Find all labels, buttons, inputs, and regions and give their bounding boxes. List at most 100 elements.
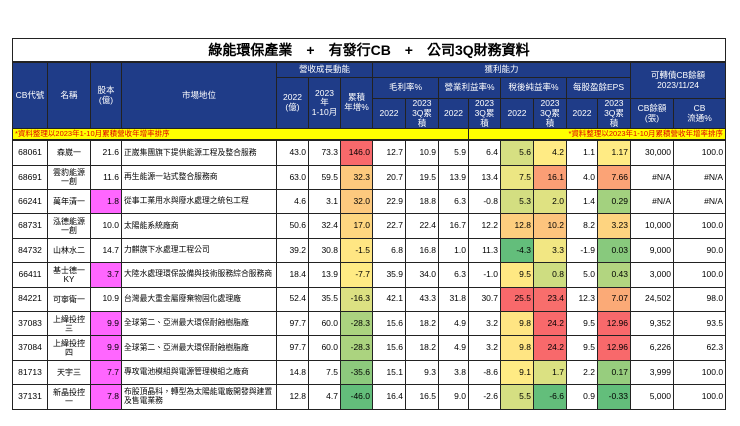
table-cell: 12.96 [597, 335, 631, 361]
table-cell: 10,000 [630, 213, 674, 239]
table-row: 66411 基士德一KY 3.7 大陸水處理環保設備與技術服務綜合服務商 18.4 13.… [12, 262, 727, 288]
table-cell: 100.0 [672, 384, 727, 410]
table-cell: 30,000 [630, 139, 674, 166]
table-cell: 16.8 [405, 237, 439, 264]
table-cell: 10.0 [90, 213, 122, 239]
table-cell: 3.23 [597, 213, 631, 239]
table-cell: 68691 [12, 164, 48, 191]
table-row: 81713 天宇三 7.7 專攻電池模組與電源管理模組之廠商 14.8 7.5 -35.6 1… [12, 359, 727, 386]
table-cell: 5.3 [500, 189, 534, 215]
table-cell: 正崴集團旗下提供能源工程及整合服務 [121, 139, 277, 166]
table-cell: 6.8 [372, 237, 406, 264]
table-cell: 23.4 [533, 286, 567, 313]
table-cell: 新晶投控一 [47, 384, 91, 410]
table-cell: 18.2 [405, 335, 439, 361]
table-cell: 9.5 [566, 311, 598, 337]
table-cell: 39.2 [276, 237, 309, 264]
header-metric: 每股盈餘EPS [566, 77, 631, 99]
table-cell: 9,352 [630, 311, 674, 337]
table-cell: 42.1 [372, 286, 406, 313]
table-cell: 13.9 [308, 262, 341, 288]
table-cell: 22.9 [372, 189, 406, 215]
table-cell: 59.5 [308, 164, 341, 191]
table-cell: 24.2 [533, 335, 567, 361]
table-cell: 100.0 [672, 262, 727, 288]
table-cell: -0.33 [597, 384, 631, 410]
table-cell: 7.66 [597, 164, 631, 191]
table-cell: 1.0 [438, 237, 469, 264]
table-cell: 15.6 [372, 335, 406, 361]
header-sub: 2023 3Q累積 [405, 97, 439, 130]
table-cell: 布股頂晶科，轉型為太陽能電廠開發與建置及售電業務 [121, 384, 277, 410]
table-cell: 5.6 [500, 139, 534, 166]
header-group: 獲利能力 [372, 61, 631, 78]
table-row: 37131 新晶投控一 7.8 布股頂晶科，轉型為太陽能電廠開發與建置及售電業務 12.… [12, 384, 727, 410]
table-cell: -6.6 [533, 384, 567, 410]
header-cell: CB 流通% [672, 97, 727, 130]
table-cell: 31.8 [438, 286, 469, 313]
table-cell: 可寧衛一 [47, 286, 91, 313]
table-cell: 泓德能源一創 [47, 213, 91, 239]
header-cell: 累積 年增% [340, 76, 373, 130]
table-row: 84221 可寧衛一 10.9 台灣最大重金屬廢棄物固化處理廠 52.4 35.5 -16.… [12, 286, 727, 313]
table-cell: 6.3 [438, 262, 469, 288]
table-cell: 基士德一KY [47, 262, 91, 288]
header-metric: 營業利益率% [438, 77, 501, 99]
table-cell: 上緯投控三 [47, 311, 91, 337]
table-cell: 17.0 [340, 213, 373, 239]
table-cell: -46.0 [340, 384, 373, 410]
table-cell: 100.0 [672, 139, 727, 166]
table-cell: 全球第二、亞洲最大環保耐蝕樹脂廠 [121, 311, 277, 337]
table-cell: 9,000 [630, 237, 674, 264]
table-cell: 30.8 [308, 237, 341, 264]
header-sub: 2022 [438, 97, 469, 130]
table-cell: 11.6 [90, 164, 122, 191]
table-cell: -35.6 [340, 359, 373, 386]
table-cell: -0.8 [468, 189, 501, 215]
table-cell: 68061 [12, 139, 48, 166]
table-cell: 7.8 [90, 384, 122, 410]
table-cell: 力麒旗下水處理工程公司 [121, 237, 277, 264]
table-cell: 35.9 [372, 262, 406, 288]
table-cell: 35.5 [308, 286, 341, 313]
table-cell: 12.96 [597, 311, 631, 337]
note: *資料整理以2023年1-10月累積營收年增率排序 [12, 128, 469, 142]
header-sub: 2023 3Q累積 [468, 97, 501, 130]
table-cell: -2.6 [468, 384, 501, 410]
table-cell: -1.0 [468, 262, 501, 288]
table-cell: 4.6 [276, 189, 309, 215]
table-cell: 9.8 [500, 311, 534, 337]
table-cell: 9.1 [500, 359, 534, 386]
table-cell: 雲豹能源一創 [47, 164, 91, 191]
table-cell: 11.3 [468, 237, 501, 264]
header-cell: 股本 (億) [90, 61, 122, 130]
table-cell: #N/A [630, 164, 674, 191]
table-cell: 16.4 [372, 384, 406, 410]
table-cell: 森崴一 [47, 139, 91, 166]
table-cell: 1.1 [566, 139, 598, 166]
table-cell: 7.5 [500, 164, 534, 191]
table-row: 68691 雲豹能源一創 11.6 再生能源一站式整合服務商 63.0 59.5 32.3 2… [12, 164, 727, 191]
table-cell: 98.0 [672, 286, 727, 313]
table-cell: 3,000 [630, 262, 674, 288]
table-cell: 萬年清一 [47, 189, 91, 215]
table-cell: 9.3 [405, 359, 439, 386]
table-cell: 15.6 [372, 311, 406, 337]
table-cell: 63.0 [276, 164, 309, 191]
table-cell: 4.7 [308, 384, 341, 410]
table-cell: 4.9 [438, 311, 469, 337]
table-cell: 7.7 [90, 359, 122, 386]
header-group: 營收成長動能 [276, 61, 373, 78]
table-row: 68731 泓德能源一創 10.0 太陽能系統廠商 50.6 32.4 17.0 22.7 22… [12, 213, 727, 239]
header-cell: 2022 (億) [276, 76, 309, 130]
table-cell: 8.2 [566, 213, 598, 239]
table-cell: 1.4 [566, 189, 598, 215]
table-cell: 93.5 [672, 311, 727, 337]
table-cell: 100.0 [672, 359, 727, 386]
table-cell: 台灣最大重金屬廢棄物固化處理廠 [121, 286, 277, 313]
table-cell: 上緯投控四 [47, 335, 91, 361]
header-cell: CB代號 [12, 61, 48, 130]
table-cell: 32.3 [340, 164, 373, 191]
note: *資料整理以2023年1-10月累積營收年增率排序 [467, 128, 727, 142]
